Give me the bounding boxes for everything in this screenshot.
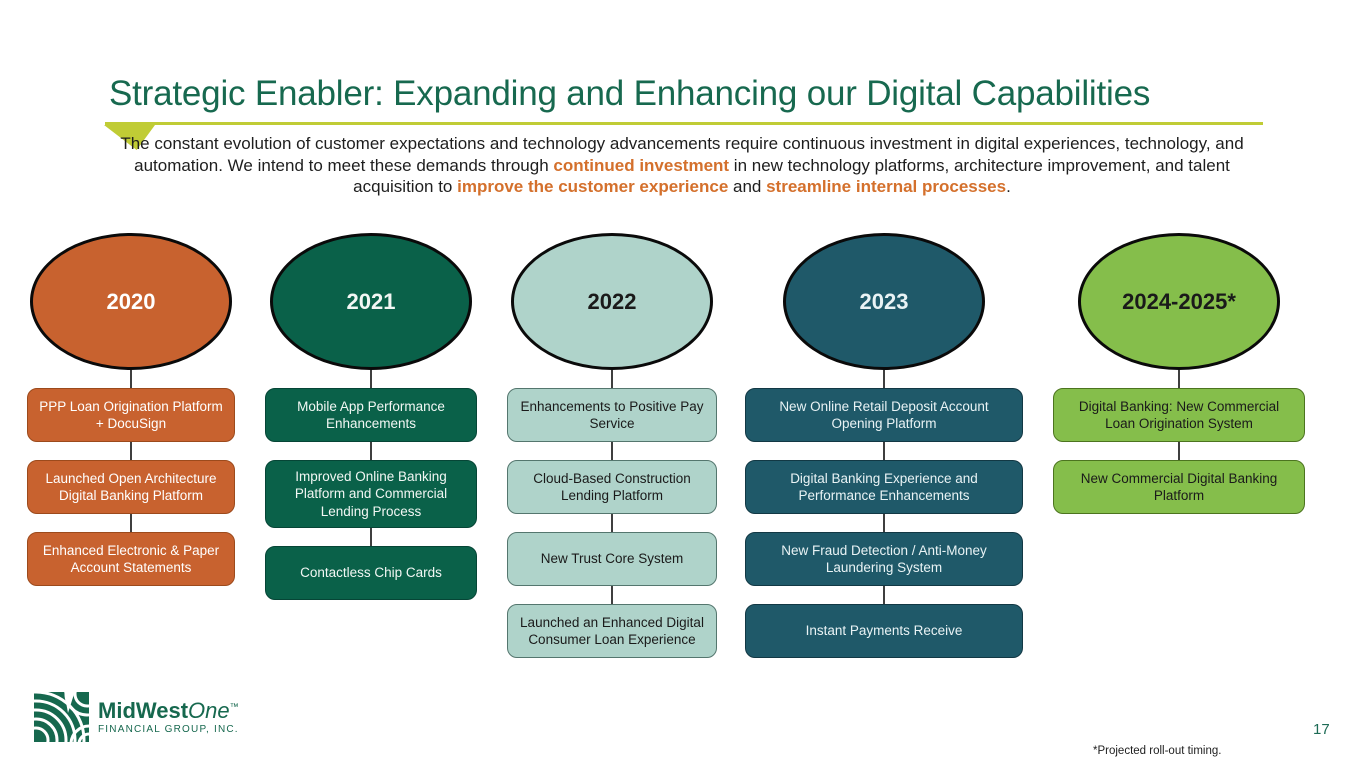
highlight-text: improve the customer experience (457, 177, 729, 196)
logo-brand-bold: MidWest (98, 697, 189, 723)
connector-line (130, 442, 132, 460)
logo-brand-text: MidWestOne™ (98, 699, 239, 722)
timeline-item-label: Mobile App Performance Enhancements (297, 398, 445, 431)
timeline-item: Enhanced Electronic & Paper Account Stat… (27, 532, 235, 586)
timeline-item: New Online Retail Deposit Account Openin… (745, 388, 1023, 442)
year-label: 2021 (346, 288, 396, 314)
timeline-item: PPP Loan Origination Platform + DocuSign (27, 388, 235, 442)
connector-line (611, 586, 613, 604)
timeline-items: New Online Retail Deposit Account Openin… (745, 370, 1023, 658)
timeline-items: PPP Loan Origination Platform + DocuSign… (27, 370, 235, 586)
timeline-item-label: New Trust Core System (540, 551, 684, 567)
timeline-item-label: PPP Loan Origination Platform + DocuSign (39, 398, 223, 431)
field-rows-icon (34, 692, 89, 742)
connector-line (883, 442, 885, 460)
page-title: Strategic Enabler: Expanding and Enhanci… (109, 74, 1151, 113)
year-label: 2023 (859, 288, 909, 314)
year-ellipse: 2024-2025* (1078, 233, 1280, 370)
timeline-item: Mobile App Performance Enhancements (265, 388, 477, 442)
timeline-item: Launched Open Architecture Digital Banki… (27, 460, 235, 514)
timeline-item-label: Enhanced Electronic & Paper Account Stat… (42, 542, 220, 575)
timeline-item-label: Digital Banking: New Commercial Loan Ori… (1078, 398, 1280, 431)
timeline-item-label: Improved Online Banking Platform and Com… (294, 469, 448, 519)
timeline-items: Mobile App Performance Enhancements Impro… (265, 370, 477, 600)
timeline-column-2022: 2022 Enhancements to Positive Pay Servic… (507, 233, 717, 658)
logo-subtitle: FINANCIAL GROUP, INC. (98, 724, 239, 736)
timeline-item-label: Launched an Enhanced Digital Consumer Lo… (520, 614, 704, 647)
body-text: The constant evolution of customer expec… (120, 134, 1244, 175)
timeline-item-label: New Commercial Digital Banking Platform (1080, 470, 1278, 503)
timeline-item: New Trust Core System (507, 532, 717, 586)
body-text: and (728, 177, 767, 196)
connector-line (883, 514, 885, 532)
logo-text: MidWestOne™ FINANCIAL GROUP, INC. (98, 699, 239, 735)
year-label: 2024-2025* (1122, 288, 1236, 314)
year-label: 2020 (106, 288, 156, 314)
timeline-item: New Commercial Digital Banking Platform (1053, 460, 1305, 514)
year-label: 2022 (587, 288, 637, 314)
year-ellipse: 2023 (783, 233, 985, 370)
timeline-item-label: New Online Retail Deposit Account Openin… (779, 398, 989, 431)
body-text: . (1006, 177, 1011, 196)
timeline-item: Improved Online Banking Platform and Com… (265, 460, 477, 528)
timeline-item: Digital Banking: New Commercial Loan Ori… (1053, 388, 1305, 442)
highlight-text: streamline internal processes (766, 177, 1007, 196)
connector-line (611, 370, 613, 388)
connector-line (1178, 370, 1180, 388)
timeline-column-2023: 2023 New Online Retail Deposit Account O… (745, 233, 1023, 658)
timeline-item: Enhancements to Positive Pay Service (507, 388, 717, 442)
intro-paragraph: The constant evolution of customer expec… (117, 133, 1247, 198)
timeline-items: Digital Banking: New Commercial Loan Ori… (1053, 370, 1305, 514)
highlight-text: continued investment (553, 155, 730, 175)
timeline-items: Enhancements to Positive Pay Service Clou… (507, 370, 717, 658)
connector-line (130, 370, 132, 388)
timeline-item: Digital Banking Experience and Performan… (745, 460, 1023, 514)
connector-line (1178, 442, 1180, 460)
year-ellipse: 2020 (30, 233, 232, 370)
timeline-item-label: Launched Open Architecture Digital Banki… (45, 470, 217, 503)
timeline-item: Instant Payments Receive (745, 604, 1023, 658)
footnote: *Projected roll-out timing. (1093, 745, 1222, 757)
year-ellipse: 2022 (511, 233, 713, 370)
timeline-item-label: Instant Payments Receive (805, 623, 963, 639)
page-number: 17 (1313, 721, 1330, 738)
connector-line (130, 514, 132, 532)
timeline-item-label: Digital Banking Experience and Performan… (790, 470, 978, 503)
timeline-column-2024-2025: 2024-2025* Digital Banking: New Commerci… (1053, 233, 1305, 514)
connector-line (370, 370, 372, 388)
timeline-item-label: Enhancements to Positive Pay Service (520, 398, 704, 431)
body-text: in new technology platforms, architectur… (353, 155, 1230, 197)
connector-line (611, 442, 613, 460)
timeline-item: New Fraud Detection / Anti-Money Launder… (745, 532, 1023, 586)
connector-line (883, 586, 885, 604)
timeline-item: Launched an Enhanced Digital Consumer Lo… (507, 604, 717, 658)
connector-line (370, 527, 372, 546)
logo-brand-italic: One (188, 697, 230, 723)
timeline-item-label: New Fraud Detection / Anti-Money Launder… (781, 542, 987, 575)
connector-line (611, 514, 613, 532)
timeline-column-2020: 2020 PPP Loan Origination Platform + Doc… (27, 233, 235, 586)
timeline-item: Cloud-Based Construction Lending Platfor… (507, 460, 717, 514)
timeline-item-label: Contactless Chip Cards (300, 565, 442, 581)
year-ellipse: 2021 (270, 233, 472, 370)
company-logo: MidWestOne™ FINANCIAL GROUP, INC. (34, 692, 239, 742)
trademark-symbol: ™ (229, 701, 239, 712)
connector-line (370, 442, 372, 460)
title-divider-line (105, 122, 1263, 125)
connector-line (883, 370, 885, 388)
timeline-column-2021: 2021 Mobile App Performance Enhancements… (265, 233, 477, 600)
timeline-item-label: Cloud-Based Construction Lending Platfor… (533, 470, 691, 503)
timeline-item: Contactless Chip Cards (265, 545, 477, 600)
